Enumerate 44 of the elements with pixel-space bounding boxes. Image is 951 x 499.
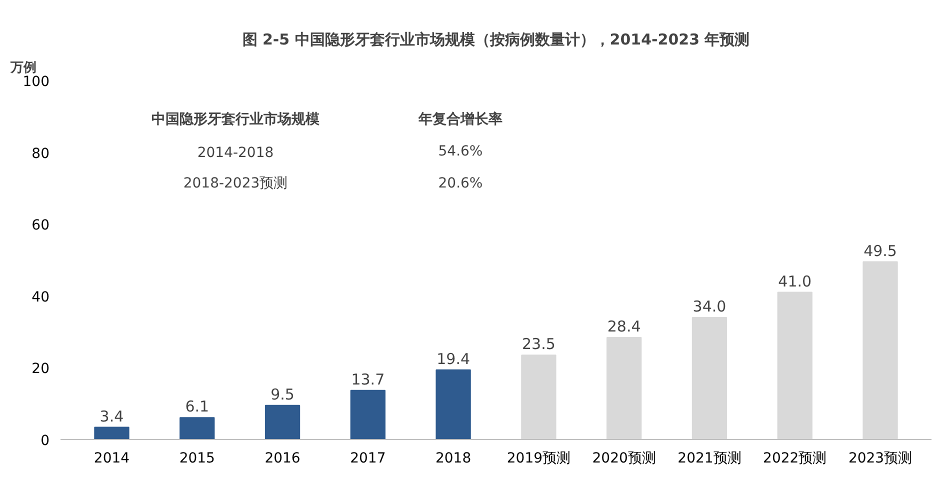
data-label: 9.5 [270, 385, 294, 404]
bar [777, 292, 812, 440]
data-label: 23.5 [522, 335, 556, 354]
bar [521, 354, 556, 440]
annotation: 20.6% [438, 176, 483, 192]
x-tick-label: 2016 [264, 450, 300, 466]
y-tick-label: 100 [22, 74, 50, 90]
data-label: 6.1 [185, 398, 210, 416]
data-label: 41.0 [778, 272, 812, 290]
x-tick-label: 2014 [94, 450, 130, 466]
annotation: 中国隐形牙套行业市场规模 [152, 110, 320, 128]
annotation: 2014-2018 [197, 145, 274, 161]
data-label: 13.7 [351, 370, 385, 388]
data-label: 19.4 [436, 350, 470, 368]
data-label: 3.4 [100, 407, 124, 426]
y-tick-label: 0 [40, 433, 50, 449]
x-tick-label: 2021预测 [678, 450, 742, 466]
annotation: 54.6% [438, 144, 483, 160]
annotation: 年复合增长率 [418, 110, 502, 128]
bar [94, 426, 130, 440]
bar [606, 337, 642, 440]
bar [350, 390, 386, 440]
data-label: 28.4 [607, 318, 641, 336]
y-tick-label: 80 [32, 146, 50, 162]
y-tick-label: 20 [32, 361, 50, 378]
x-tick-label: 2017 [350, 450, 386, 466]
annotation: 2018-2023预测 [183, 176, 288, 192]
y-axis-title: 万例 [10, 60, 36, 76]
x-tick-label: 2023预测 [848, 450, 912, 466]
x-tick-label: 2022预测 [763, 450, 827, 466]
bar [692, 316, 728, 440]
chart-title: 图 2-5 中国隐形牙套行业市场规模（按病例数量计），2014-2023 年预测 [242, 30, 750, 48]
y-tick-label: 60 [32, 218, 50, 234]
x-tick-label: 2015 [179, 450, 215, 466]
x-tick-label: 2020预测 [592, 450, 656, 466]
bar [264, 404, 300, 440]
bar [180, 417, 215, 440]
bar [436, 369, 471, 440]
x-tick-label: 2019预测 [506, 450, 571, 466]
data-label: 34.0 [692, 297, 726, 316]
data-label: 49.5 [864, 242, 897, 260]
x-tick-label: 2018 [435, 450, 472, 466]
y-tick-label: 40 [32, 289, 50, 306]
bar [862, 261, 898, 440]
